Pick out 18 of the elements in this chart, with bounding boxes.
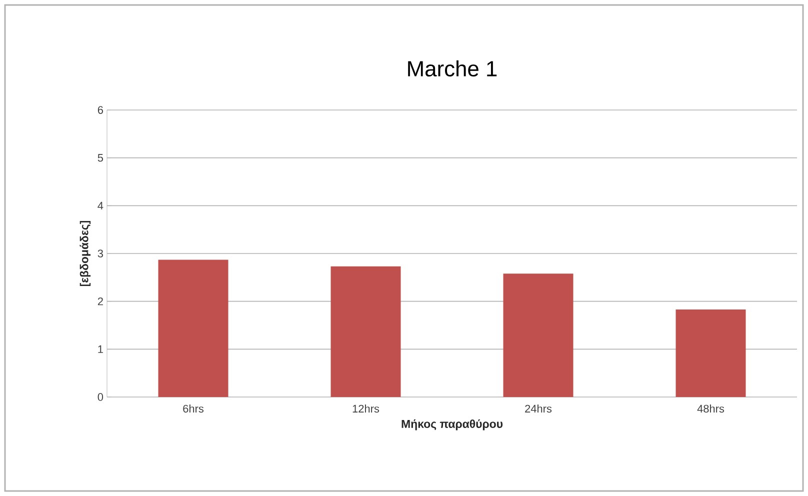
bar [330, 266, 401, 397]
bar [158, 260, 228, 397]
y-tick-label: 6 [98, 106, 103, 114]
x-tick-label: 24hrs [525, 404, 552, 413]
bar [676, 309, 746, 397]
y-tick-label: 4 [98, 202, 104, 210]
x-tick-label: 48hrs [697, 404, 724, 413]
x-axis-title: Μήκος παραθύρου [402, 419, 503, 430]
y-tick-label: 2 [98, 298, 103, 306]
y-tick-label: 1 [98, 345, 103, 353]
x-tick-label: 6hrs [183, 404, 204, 413]
y-tick-label: 3 [98, 250, 103, 258]
y-tick-label: 5 [98, 154, 104, 162]
x-tick-label: 12hrs [352, 404, 380, 413]
bar [503, 274, 574, 397]
y-tick-label: 0 [98, 393, 104, 401]
chart-title: Marche 1 [408, 60, 497, 77]
y-axis-title: [εβδομάδες] [80, 220, 91, 286]
